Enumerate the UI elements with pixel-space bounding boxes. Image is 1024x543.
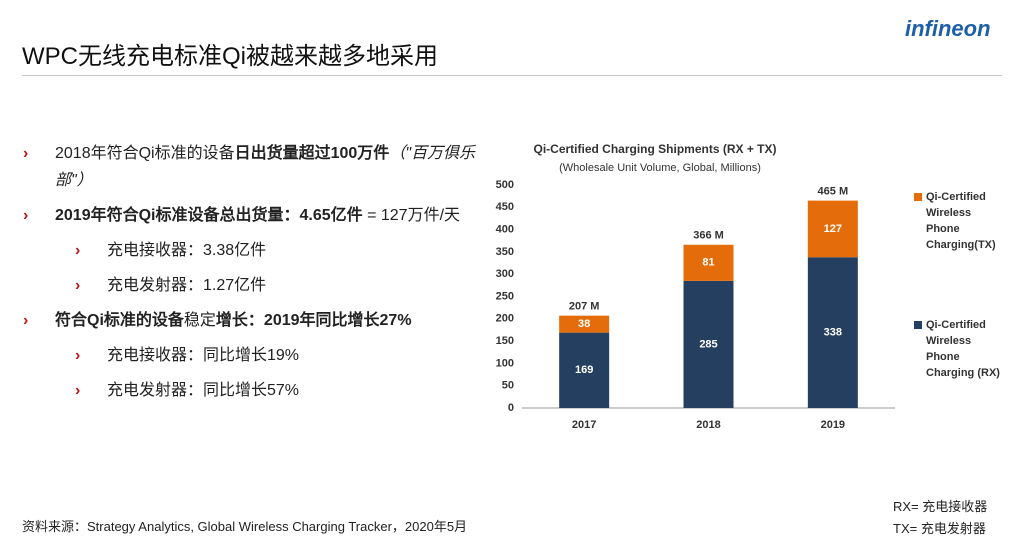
bullet: 充电接收器：同比增长19% bbox=[55, 342, 480, 369]
x-tick-label: 2017 bbox=[572, 419, 596, 431]
bar-segment bbox=[683, 280, 734, 408]
slide-title: WPC无线充电标准Qi被越来越多地采用 bbox=[22, 43, 438, 70]
y-tick-label: 500 bbox=[496, 179, 514, 191]
total-label: 465 M bbox=[818, 186, 849, 198]
bar-segment bbox=[683, 244, 734, 281]
y-tick-label: 250 bbox=[496, 290, 514, 302]
bullet: 2019年符合Qi标准设备总出货量：4.65亿件 = 127万件/天 bbox=[23, 202, 480, 229]
value-label: 338 bbox=[824, 327, 842, 339]
bullet-text: 充电接收器：3.38亿件 bbox=[107, 242, 267, 259]
total-label: 207 M bbox=[569, 301, 600, 313]
bar-segment bbox=[807, 257, 858, 408]
value-label: 38 bbox=[578, 318, 590, 330]
x-tick-label: 2018 bbox=[696, 419, 720, 431]
bullet: 充电接收器：3.38亿件 bbox=[55, 237, 480, 264]
chart-subtitle: (Wholesale Unit Volume, Global, Millions… bbox=[559, 162, 761, 174]
bullet-text: 增长：2019年同比增长27% bbox=[215, 312, 412, 329]
bullet-text: = 127万件/天 bbox=[362, 207, 461, 224]
chart-title: Qi-Certified Charging Shipments (RX + TX… bbox=[533, 142, 776, 156]
y-tick-label: 200 bbox=[496, 313, 514, 325]
total-label: 366 M bbox=[693, 230, 724, 242]
bullet-text: 2019年符合Qi标准设备总出货量：4.65亿件 bbox=[55, 207, 363, 224]
value-label: 169 bbox=[575, 364, 593, 376]
y-tick-label: 350 bbox=[496, 246, 514, 258]
y-tick-label: 150 bbox=[496, 335, 514, 347]
bullet-text: 充电发射器：1.27亿件 bbox=[107, 277, 267, 294]
bullet-text: 稳定 bbox=[183, 312, 216, 329]
bar-segment bbox=[807, 200, 858, 258]
y-tick-label: 300 bbox=[496, 268, 514, 280]
y-tick-label: 100 bbox=[496, 357, 514, 369]
x-tick-label: 2019 bbox=[821, 419, 845, 431]
legend-swatch bbox=[914, 193, 922, 201]
note: RX= 充电接收器 bbox=[893, 499, 988, 514]
bullet: 符合Qi标准的设备稳定增长：2019年同比增长27% bbox=[23, 307, 480, 334]
logo: infineon bbox=[905, 16, 991, 41]
bar-segment bbox=[559, 315, 610, 333]
legend-label: Qi-Certified Wireless Phone Charging (RX… bbox=[926, 319, 1000, 379]
bullet: 2018年符合Qi标准的设备日出货量超过100万件（"百万俱乐部"） bbox=[23, 140, 480, 194]
bullet-list: 2018年符合Qi标准的设备日出货量超过100万件（"百万俱乐部"） 2019年符… bbox=[23, 140, 480, 412]
bullet-text: 日出货量超过100万件 bbox=[234, 145, 390, 162]
bullet-text: （"百万俱乐部"） bbox=[55, 145, 475, 189]
bullet-text: 充电发射器：同比增长57% bbox=[107, 382, 300, 399]
y-tick-label: 50 bbox=[502, 380, 514, 392]
bullet-text: 2018年符合Qi标准的设备 bbox=[55, 145, 235, 162]
y-tick-label: 450 bbox=[496, 201, 514, 213]
bullet-text: 符合Qi标准的设备 bbox=[55, 312, 184, 329]
note: TX= 充电发射器 bbox=[893, 521, 986, 536]
y-tick-label: 0 bbox=[508, 402, 514, 414]
bar-segment bbox=[559, 332, 610, 408]
y-tick-label: 400 bbox=[496, 224, 514, 236]
bullet: 充电发射器：1.27亿件 bbox=[55, 272, 480, 299]
legend-swatch bbox=[914, 321, 922, 329]
bullet-text: 充电接收器：同比增长19% bbox=[107, 347, 300, 364]
notes: RX= 充电接收器 TX= 充电发射器 bbox=[893, 496, 987, 540]
source: 资料来源：Strategy Analytics, Global Wireless… bbox=[22, 519, 468, 534]
value-label: 285 bbox=[699, 338, 717, 350]
value-label: 127 bbox=[824, 223, 842, 235]
value-label: 81 bbox=[702, 257, 714, 269]
legend-label: Qi-Certified Wireless Phone Charging(TX) bbox=[926, 191, 996, 251]
divider bbox=[22, 75, 1002, 76]
bullet: 充电发射器：同比增长57% bbox=[55, 377, 480, 404]
